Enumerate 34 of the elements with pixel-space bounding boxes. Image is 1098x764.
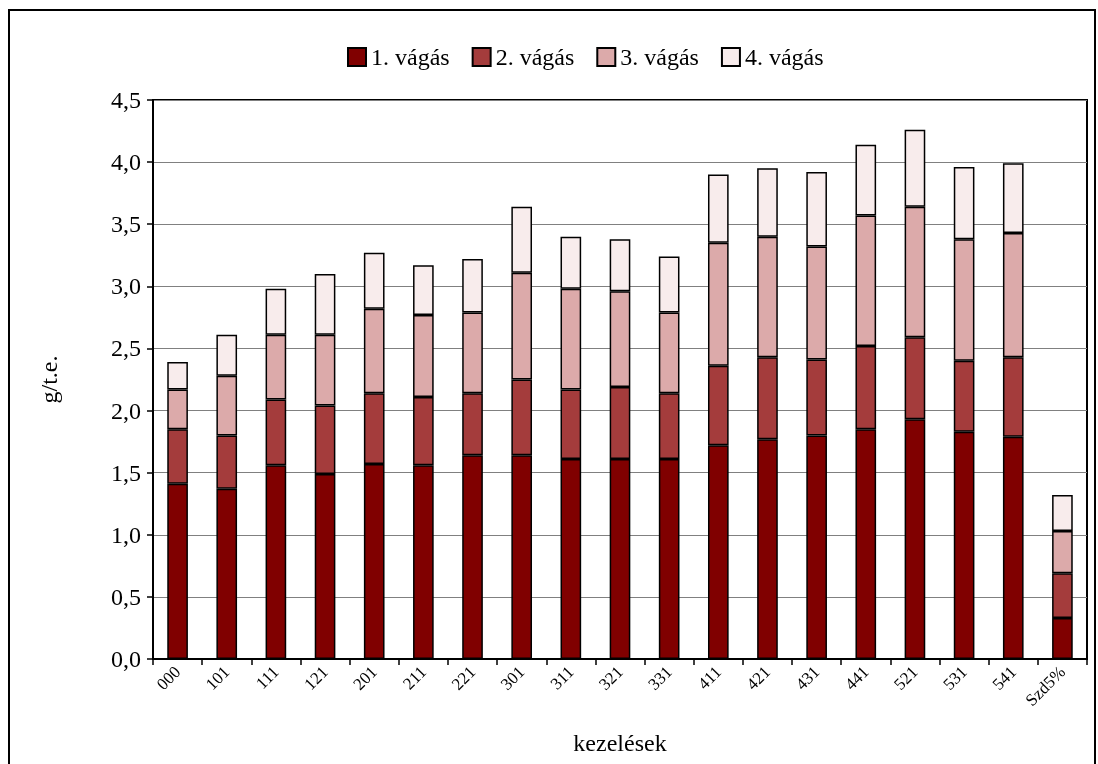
legend-label: 4. vágás <box>744 44 824 70</box>
y-tick-label: 0,5 <box>111 583 141 610</box>
y-tick-label: 1,5 <box>111 459 141 486</box>
x-tick-label: 541 <box>988 662 1020 694</box>
y-tick-label: 1,0 <box>111 521 141 548</box>
y-tick-label: 3,0 <box>111 273 141 300</box>
x-tick-label: 521 <box>890 662 922 694</box>
x-axis-title: kezelések <box>573 730 667 756</box>
y-tick-label: 4,5 <box>111 87 141 113</box>
x-tick-label: 211 <box>399 662 431 694</box>
x-tick-label: 421 <box>742 662 775 694</box>
x-tick-label: 331 <box>644 662 676 694</box>
x-tick-label: 431 <box>791 662 824 694</box>
x-tick-label: 201 <box>349 662 381 694</box>
x-tick-label: 101 <box>202 662 234 694</box>
y-tick-label: 4,0 <box>111 149 141 176</box>
x-tick-label: 311 <box>546 662 578 694</box>
legend-label: 2. vágás <box>495 44 575 70</box>
legend-label: 1. vágás <box>371 44 450 70</box>
legend-label: 3. vágás <box>620 44 699 70</box>
x-tick-label: 301 <box>496 662 529 694</box>
x-tick-label: 000 <box>152 662 185 694</box>
y-axis-title: g/t.e. <box>36 355 62 404</box>
y-tick-label: 2,0 <box>111 397 141 424</box>
y-tick-label: 3,5 <box>111 211 141 238</box>
x-tick-label: 121 <box>300 662 332 694</box>
x-tick-label: 111 <box>252 662 283 693</box>
x-tick-label: 321 <box>595 662 627 694</box>
x-tick-label: 221 <box>447 662 480 694</box>
x-tick-label: 411 <box>694 662 726 694</box>
y-tick-label: 0,0 <box>111 646 141 672</box>
x-tick-label: 531 <box>939 662 971 694</box>
y-tick-label: 2,5 <box>111 335 141 362</box>
x-tick-label: 441 <box>841 662 873 694</box>
